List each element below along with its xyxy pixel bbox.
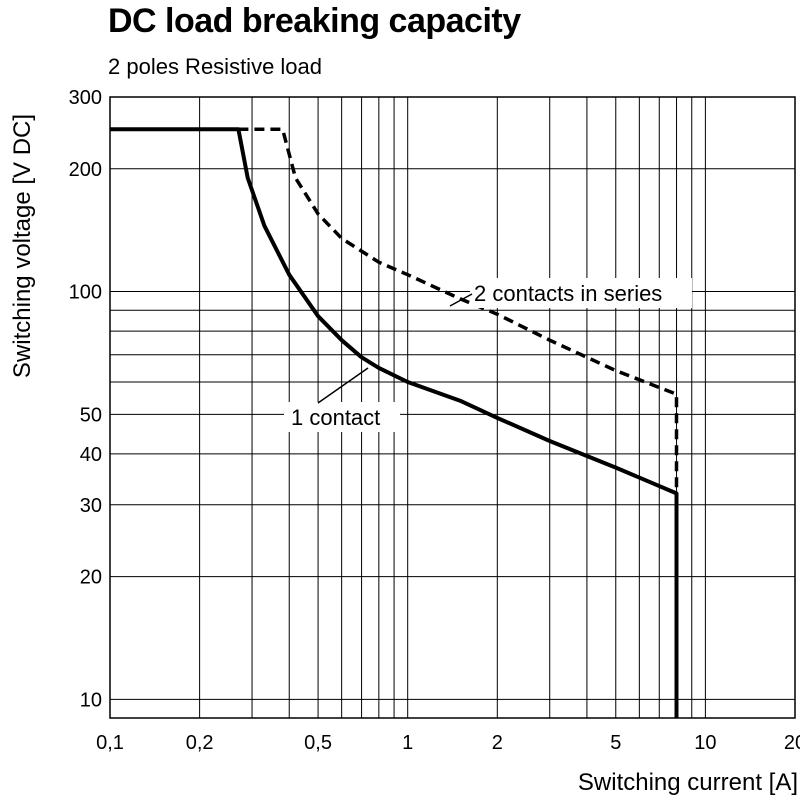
chart-title: DC load breaking capacity (108, 2, 521, 40)
annotation-two-contacts: 2 contacts in series (474, 281, 662, 306)
y-tick-label: 100 (69, 282, 102, 304)
x-tick-label: 1 (402, 732, 413, 754)
x-tick-label: 5 (610, 732, 621, 754)
series-group (110, 127, 679, 718)
annotation-bg (284, 402, 400, 432)
y-tick-label: 30 (80, 495, 102, 517)
y-tick-label: 20 (80, 567, 102, 589)
y-tick-label: 50 (80, 404, 102, 426)
chart-subtitle: 2 poles Resistive load (108, 54, 323, 79)
y-tick-label: 200 (69, 159, 102, 181)
x-tick-labels: 0,1 0,2 0,5 1 2 5 10 20 (96, 732, 800, 754)
annotation-bg (470, 278, 692, 308)
x-tick-label: 0,2 (186, 732, 214, 754)
annotation-leader (449, 293, 473, 307)
x-tick-label: 20 (784, 732, 800, 754)
x-tick-label: 2 (492, 732, 503, 754)
annotation-one-contact: 1 contact (291, 405, 380, 430)
annotations: 2 contacts in series 1 contact (284, 278, 692, 432)
plot-frame (109, 96, 796, 719)
chart-grid (109, 96, 796, 718)
y-axis-label: Switching voltage [V DC] (9, 114, 36, 378)
x-tick-label: 10 (694, 732, 716, 754)
annotation-leader (317, 367, 369, 404)
y-tick-labels: 10 20 30 40 50 100 200 300 (69, 87, 102, 711)
y-tick-label: 40 (80, 444, 102, 466)
y-tick-label: 300 (69, 87, 102, 109)
series-line-one-contact (110, 127, 679, 718)
x-axis-label: Switching current [A] (578, 769, 798, 796)
x-tick-label: 0,5 (304, 732, 332, 754)
y-tick-label: 10 (80, 689, 102, 711)
series-line-two-contacts-in-series (238, 127, 679, 494)
x-tick-label: 0,1 (96, 732, 124, 754)
